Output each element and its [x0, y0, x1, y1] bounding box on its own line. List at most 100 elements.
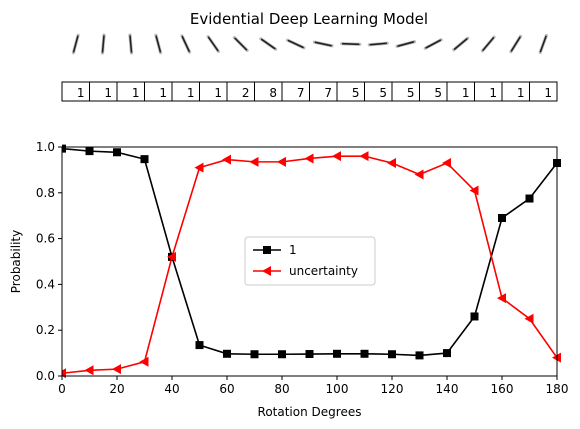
- data-point: [497, 293, 506, 304]
- data-point: [222, 154, 231, 165]
- data-point: [112, 364, 121, 375]
- data-point: [360, 349, 369, 358]
- rotated-digit-image: [154, 33, 163, 55]
- x-axis-label: Rotation Degrees: [258, 405, 362, 419]
- data-point: [140, 155, 149, 164]
- digit-stroke: [234, 37, 248, 51]
- rotated-digit-image: [395, 40, 417, 48]
- rotated-digit-image: [312, 40, 334, 48]
- class-cell: [226, 81, 255, 102]
- plot-area: 0 20 40 60 80 100 120 140 160 180 0.0 0.2 0.4 0.6 0.8 1…: [9, 140, 568, 419]
- legend-label: uncertainty: [289, 264, 358, 278]
- data-point: [469, 185, 479, 196]
- class-label: 1: [214, 86, 222, 100]
- class-cell: [116, 81, 145, 102]
- x-tick-label: 120: [381, 382, 404, 396]
- class-cell: [281, 81, 310, 102]
- data-point: [415, 351, 424, 360]
- data-point: [223, 349, 231, 358]
- digit-stroke: [510, 36, 521, 52]
- axes-frame: [61, 146, 558, 377]
- class-label: 1: [489, 86, 497, 100]
- rotated-digit-image: [206, 35, 221, 53]
- data-point: [498, 213, 506, 222]
- digit-stroke: [453, 38, 468, 50]
- rotated-digit-image: [259, 37, 278, 51]
- digit-stroke: [397, 41, 415, 47]
- rotated-digit-image: [100, 33, 106, 55]
- digit-stroke: [181, 35, 190, 53]
- class-label: 1: [159, 86, 167, 100]
- y-tick-label: 1.0: [36, 140, 55, 154]
- x-tick-label: 40: [164, 382, 179, 396]
- data-point: [305, 350, 314, 359]
- data-point: [525, 194, 534, 203]
- class-cell: [501, 81, 530, 102]
- data-point: [332, 151, 341, 162]
- digit-stroke: [539, 35, 547, 53]
- class-label: 7: [324, 86, 332, 100]
- data-point: [167, 251, 176, 262]
- class-cell: [446, 81, 475, 102]
- data-point: [388, 350, 396, 359]
- y-tick-label: 0.0: [36, 369, 55, 383]
- class-cell: [61, 81, 90, 102]
- digit-stroke: [314, 41, 332, 47]
- rotated-digit-image: [71, 33, 80, 55]
- x-tick-label: 0: [58, 382, 66, 396]
- class-label: 5: [379, 86, 387, 100]
- rotated-digit-image: [480, 35, 496, 53]
- digit-stroke: [129, 35, 133, 53]
- class-label: 1: [77, 86, 85, 100]
- class-cell: [171, 81, 200, 102]
- rotated-digit-image: [423, 38, 443, 50]
- y-tick-label: 0.4: [36, 277, 55, 291]
- rotated-digit-image: [180, 34, 192, 54]
- rotated-digit-image: [340, 42, 362, 46]
- data-point: [84, 365, 94, 376]
- data-point: [250, 350, 259, 359]
- digit-stroke: [369, 42, 388, 46]
- class-label: 1: [462, 86, 470, 100]
- class-cell: [199, 81, 228, 102]
- legend-marker: [263, 246, 271, 254]
- predicted-class-strip: 1 1 1 1 1 1 2 8 7 7 5 5 5 5 1 1 1 1: [61, 81, 558, 102]
- class-cell: [336, 81, 365, 102]
- legend-marker: [262, 266, 271, 276]
- rotated-digit-image: [452, 36, 470, 52]
- digit-stroke: [72, 35, 79, 53]
- class-label: 5: [407, 86, 415, 100]
- chart-title: Evidential Deep Learning Model: [190, 10, 428, 28]
- class-label: 8: [269, 86, 277, 100]
- data-point: [333, 349, 341, 358]
- data-point: [113, 148, 121, 157]
- class-cell: [474, 81, 503, 102]
- data-point: [359, 151, 369, 162]
- legend-label: 1: [289, 243, 297, 257]
- data-point: [278, 350, 286, 359]
- class-cell: [144, 81, 173, 102]
- x-tick-label: 100: [326, 382, 349, 396]
- y-axis-label: Probability: [9, 230, 23, 293]
- data-point: [414, 169, 424, 180]
- y-tick-label: 0.6: [36, 232, 55, 246]
- data-point: [249, 156, 259, 167]
- rotated-digit-image: [509, 34, 523, 54]
- legend: 1 uncertainty: [244, 236, 376, 286]
- class-cell: [419, 81, 448, 102]
- class-label: 2: [242, 86, 250, 100]
- digit-stroke: [341, 42, 360, 46]
- class-cell: [364, 81, 393, 102]
- digit-stroke: [101, 35, 105, 53]
- data-point: [139, 356, 149, 367]
- y-tick-label: 0.2: [36, 323, 55, 337]
- class-cell: [529, 81, 558, 102]
- digit-stroke: [482, 37, 495, 51]
- class-label: 7: [297, 86, 305, 100]
- digit-stroke: [155, 35, 162, 53]
- x-tick-label: 60: [219, 382, 234, 396]
- x-tick-label: 140: [436, 382, 459, 396]
- data-point: [62, 144, 66, 153]
- y-tick-label: 0.8: [36, 186, 55, 200]
- class-cell: [254, 81, 283, 102]
